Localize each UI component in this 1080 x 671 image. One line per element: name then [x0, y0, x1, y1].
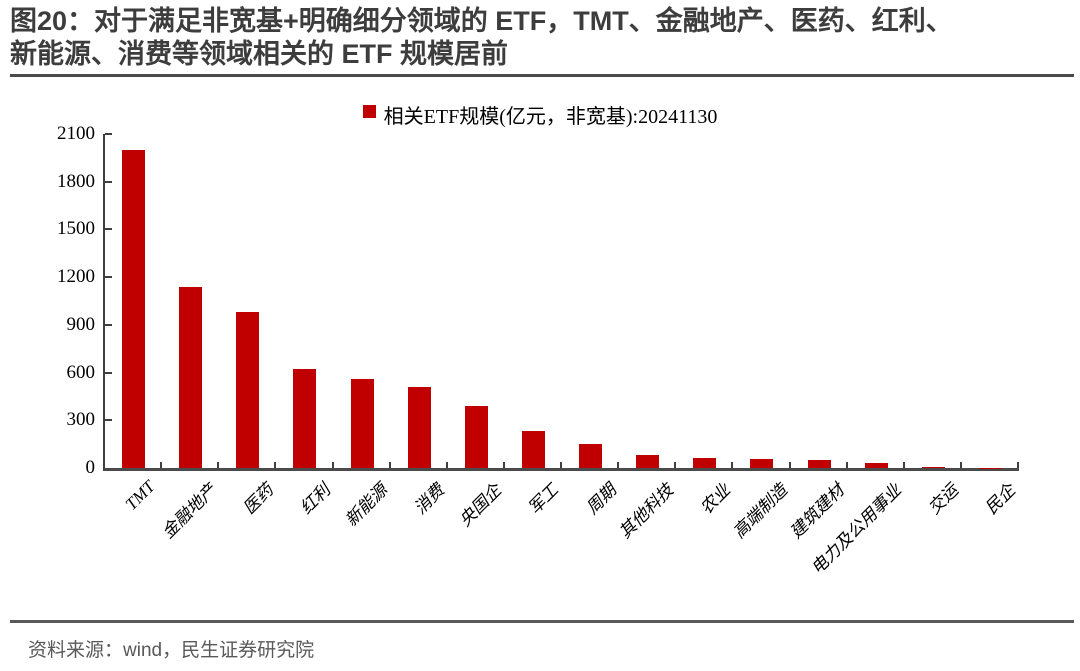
x-axis-tick [274, 462, 277, 468]
x-category-label-text: 高端制造 [729, 480, 791, 543]
y-axis-tick [105, 133, 112, 135]
x-axis-tick [445, 462, 448, 468]
y-axis-tick [105, 371, 112, 374]
y-axis-tick [105, 228, 112, 231]
x-category-label-text: 金融地产 [158, 480, 220, 543]
legend-label: 相关ETF规模(亿元，非宽基):20241130 [383, 106, 718, 128]
x-axis-tick [388, 462, 391, 468]
y-axis-tick [105, 419, 112, 422]
bar-医药 [236, 312, 260, 468]
x-axis-tick [845, 462, 848, 468]
x-category-label-text: 交运 [924, 480, 963, 519]
x-axis-tick [560, 462, 562, 468]
figure-title-line1: 图20：对于满足非宽基+明确细分领域的 ETF，TMT、金融地产、医药、红利、 [10, 6, 953, 36]
bar-TMT [122, 149, 146, 468]
y-axis-label: 300 [66, 409, 96, 431]
figure-title-line2: 新能源、消费等领域相关的 ETF 规模居前 [10, 39, 508, 69]
x-category-label-text: 民企 [981, 480, 1020, 519]
x-category-label-text: 央国企 [455, 480, 506, 531]
y-axis-tick [105, 276, 112, 279]
bar-军工 [521, 431, 545, 468]
x-axis-tick [674, 462, 677, 468]
y-axis-label: 1800 [57, 170, 95, 192]
x-axis-tick [959, 462, 962, 468]
x-axis-tick [502, 462, 505, 468]
x-axis-tick [217, 462, 220, 468]
bar-建筑建材 [807, 460, 831, 468]
y-axis-label: 900 [66, 313, 96, 335]
bar-消费 [407, 386, 431, 468]
bar-周期 [579, 444, 603, 468]
y-axis-label: 600 [66, 361, 96, 383]
y-axis-label: 2100 [57, 123, 95, 144]
x-axis-tick [617, 462, 620, 468]
x-category-label-text: TMT [122, 477, 159, 514]
bar-红利 [293, 369, 317, 468]
y-axis-label: 1500 [57, 218, 95, 240]
chart-legend: 相关ETF规模(亿元，非宽基):20241130 [0, 100, 1080, 129]
x-axis-tick [788, 462, 791, 468]
title-divider [10, 74, 1074, 77]
y-axis-label: 0 [85, 457, 96, 478]
x-category-label-text: 周期 [582, 480, 620, 519]
bar-金融地产 [179, 286, 203, 468]
bar-新能源 [350, 378, 374, 468]
plot-area: 0 300 600 900 1200 1500 1800 2100 TMT 金融地产 医药 红利 新能源… [57, 123, 1019, 578]
y-axis-tick [105, 323, 112, 326]
x-axis-tick [1017, 462, 1019, 468]
bar-交运 [921, 467, 945, 468]
x-axis-tick [331, 462, 334, 468]
bar-央国企 [464, 405, 488, 468]
x-category-label-text: 医药 [239, 480, 277, 519]
x-category-label-text: 新能源 [341, 480, 392, 531]
footer-divider [10, 620, 1074, 623]
legend-marker-icon [362, 105, 376, 118]
x-category-label-text: 消费 [410, 480, 449, 519]
x-category-label-text: 军工 [524, 480, 563, 519]
source-note: 资料来源：wind，民生证券研究院 [28, 640, 315, 661]
figure-title: 图20：对于满足非宽基+明确细分领域的 ETF，TMT、金融地产、医药、红利、 … [10, 5, 1074, 71]
x-category-label-text: 农业 [696, 480, 734, 519]
x-axis-tick [160, 462, 163, 468]
y-axis-tick [105, 180, 112, 183]
bar-高端制造 [750, 459, 774, 468]
bar-其他科技 [636, 455, 660, 468]
bar-电力及公用事业 [864, 463, 888, 468]
y-axis-label: 1200 [57, 266, 95, 288]
x-category-label-text: 其他科技 [615, 480, 677, 543]
x-category-label-text: 红利 [296, 480, 334, 519]
x-axis-tick [731, 462, 734, 468]
bar-农业 [693, 457, 717, 468]
x-axis-tick [902, 462, 905, 468]
